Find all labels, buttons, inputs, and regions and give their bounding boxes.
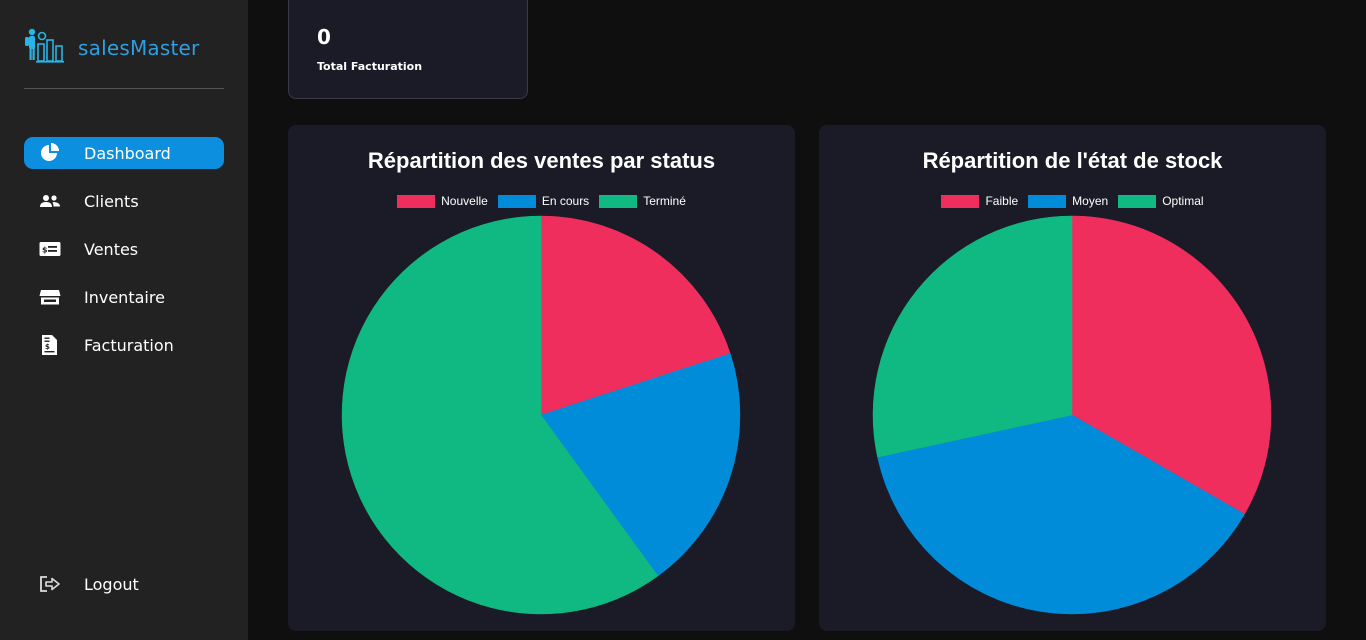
chart-legend: Nouvelle En cours Terminé <box>288 194 795 208</box>
store-icon <box>38 287 62 307</box>
sidebar-nav: Dashboard Clients $ <box>24 137 224 377</box>
legend-swatch <box>497 194 536 208</box>
legend-label: Nouvelle <box>441 194 488 208</box>
sidebar-item-label: Inventaire <box>84 287 165 307</box>
legend-swatch <box>599 194 638 208</box>
legend-swatch <box>1118 194 1157 208</box>
svg-text:$: $ <box>45 343 50 351</box>
total-facturation-card: 0 Total Facturation <box>288 0 528 99</box>
logout-icon <box>38 574 62 594</box>
pie-slice-en-cours[interactable] <box>540 353 741 577</box>
pie-chart-icon <box>38 143 62 163</box>
pie-chart <box>872 215 1272 615</box>
sidebar-item-ventes[interactable]: $ Ventes <box>24 233 224 265</box>
pie-slice-faible[interactable] <box>1071 215 1272 515</box>
stat-label: Total Facturation <box>317 60 423 73</box>
sidebar-item-facturation[interactable]: $ Facturation <box>24 329 224 361</box>
sidebar-item-label: Ventes <box>84 239 139 259</box>
legend-swatch <box>1028 194 1067 208</box>
chart-title: Répartition de l'état de stock <box>922 148 1223 173</box>
legend-swatch <box>941 194 980 208</box>
legend-label: Faible <box>985 194 1019 208</box>
chart-legend: Faible Moyen Optimal <box>819 194 1326 208</box>
users-icon <box>38 191 62 211</box>
brand[interactable]: salesMaster <box>24 28 200 68</box>
sidebar-item-label: Dashboard <box>84 143 171 163</box>
pie-slice-terminé[interactable] <box>341 215 659 615</box>
sidebar-item-clients[interactable]: Clients <box>24 185 224 217</box>
svg-text:$: $ <box>42 246 48 255</box>
legend-item[interactable]: Faible <box>941 194 1018 208</box>
legend-item[interactable]: En cours <box>497 194 590 208</box>
legend-item[interactable]: Nouvelle <box>397 194 488 208</box>
sidebar-item-dashboard[interactable]: Dashboard <box>24 137 224 169</box>
sidebar: salesMaster Dashboard Clients <box>0 0 248 640</box>
money-bill-icon: $ <box>38 239 62 259</box>
chart-title: Répartition des ventes par status <box>367 148 716 173</box>
legend-swatch <box>397 194 436 208</box>
logout-label: Logout <box>84 574 139 594</box>
brand-name: salesMaster <box>78 36 200 60</box>
invoice-icon: $ <box>38 335 62 355</box>
pie-slice-nouvelle[interactable] <box>540 215 731 416</box>
sales-logo-icon <box>24 28 66 68</box>
pie-chart <box>341 215 741 615</box>
legend-item[interactable]: Optimal <box>1118 194 1204 208</box>
legend-label: Optimal <box>1162 194 1204 208</box>
sidebar-item-label: Clients <box>84 191 139 211</box>
legend-item[interactable]: Terminé <box>599 194 686 208</box>
pie-slice-moyen[interactable] <box>877 414 1245 615</box>
legend-item[interactable]: Moyen <box>1028 194 1108 208</box>
pie-slice-optimal[interactable] <box>872 215 1073 458</box>
stat-value: 0 <box>317 25 331 49</box>
logout-button[interactable]: Logout <box>24 568 224 600</box>
stock-state-chart-card: Répartition de l'état de stock Faible Mo… <box>819 125 1326 631</box>
legend-label: Moyen <box>1072 194 1109 208</box>
sales-status-chart-card: Répartition des ventes par status Nouvel… <box>288 125 795 631</box>
sidebar-item-inventaire[interactable]: Inventaire <box>24 281 224 313</box>
sidebar-item-label: Facturation <box>84 335 174 355</box>
divider <box>24 88 224 89</box>
legend-label: Terminé <box>643 194 686 208</box>
legend-label: En cours <box>541 194 590 208</box>
